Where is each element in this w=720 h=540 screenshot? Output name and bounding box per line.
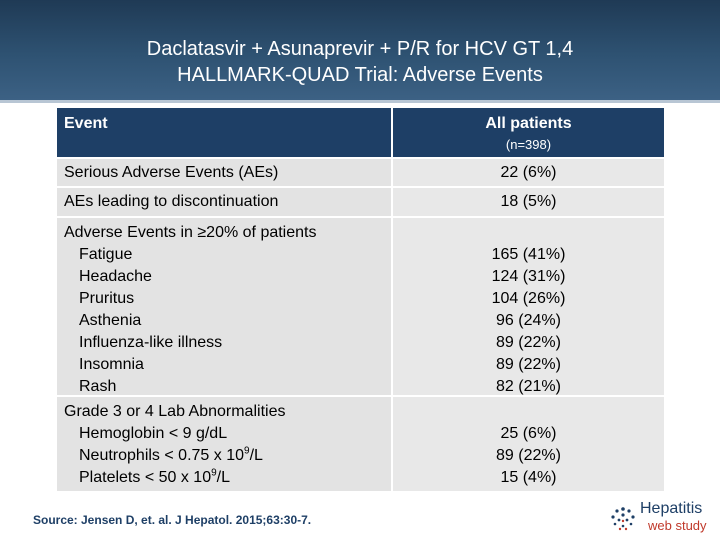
ae-item-event: Pruritus (79, 290, 135, 307)
ae-group-row: Adverse Events in ≥20% of patients Fatig… (57, 218, 664, 395)
row-value: 18 (5%) (393, 188, 664, 216)
row-event: AEs leading to discontinuation (57, 188, 391, 216)
lab-item-text: Neutrophils < 0.75 x 10 (79, 447, 244, 464)
lab-item-text: Platelets < 50 x 10 (79, 469, 212, 486)
ae-group-heading: Adverse Events in ≥20% of patients (64, 224, 317, 241)
header-all-patients: All patients (n=398) (393, 108, 664, 157)
hepatitis-web-study-logo: Hepatitis web study (610, 500, 715, 536)
ae-item-event: Fatigue (79, 246, 133, 263)
ae-item-event: Headache (79, 268, 152, 285)
ae-item-value: 96 (24%) (496, 312, 561, 329)
lab-item-event: Hemoglobin < 9 g/dL (64, 423, 384, 445)
ae-item-event: Insomnia (79, 356, 144, 373)
ae-item-event: Rash (79, 378, 117, 395)
ae-group-events: Adverse Events in ≥20% of patients Fatig… (57, 218, 391, 395)
lab-item-event: Platelets < 50 x 109/L (64, 467, 384, 489)
source-citation: Source: Jensen D, et. al. J Hepatol. 201… (33, 513, 312, 527)
title-line-1: Daclatasvir + Asunaprevir + P/R for HCV … (146, 38, 574, 60)
slide-title: Daclatasvir + Asunaprevir + P/R for HCV … (0, 36, 720, 88)
slide-header (0, 0, 720, 100)
ae-item-event: Influenza-like illness (79, 334, 223, 351)
lab-item-value: 25 (6%) (500, 425, 557, 442)
lab-group-values: 25 (6%) 89 (22%) 15 (4%) (393, 397, 664, 491)
ae-item-value: 124 (31%) (491, 268, 566, 285)
lab-group-events: Grade 3 or 4 Lab Abnormalities Hemoglobi… (57, 397, 391, 491)
header-event: Event (57, 108, 391, 157)
lab-item-text: Hemoglobin < 9 g/dL (79, 425, 228, 442)
logo-text-hepatitis: Hepatitis (640, 500, 703, 517)
header-n: (n=398) (505, 137, 552, 152)
lab-item-exponent: 9 (244, 445, 250, 457)
adverse-events-table: Event All patients (n=398) Serious Adver… (57, 108, 664, 493)
ae-item-value: 89 (22%) (496, 356, 561, 373)
header-all-patients-label: All patients (485, 115, 572, 132)
lab-group-row: Grade 3 or 4 Lab Abnormalities Hemoglobi… (57, 397, 664, 491)
lab-item-event: Neutrophils < 0.75 x 109/L (64, 445, 384, 467)
lab-item-unit: /L (249, 447, 263, 464)
ae-group-values: 165 (41%) 124 (31%) 104 (26%) 96 (24%) 8… (393, 218, 664, 395)
row-event: Serious Adverse Events (AEs) (57, 159, 391, 186)
table-header-row: Event All patients (n=398) (57, 108, 664, 157)
lab-item-value: 89 (22%) (496, 447, 561, 464)
lab-item-value: 15 (4%) (500, 469, 557, 486)
table-row: AEs leading to discontinuation 18 (5%) (57, 188, 664, 216)
row-value: 22 (6%) (393, 159, 664, 186)
ae-item-value: 104 (26%) (491, 290, 566, 307)
table-row: Serious Adverse Events (AEs) 22 (6%) (57, 159, 664, 186)
header-divider (0, 100, 720, 103)
ae-item-event: Asthenia (79, 312, 142, 329)
ae-item-value: 82 (21%) (496, 378, 561, 395)
lab-group-heading: Grade 3 or 4 Lab Abnormalities (64, 403, 286, 420)
lab-item-unit: /L (216, 469, 230, 486)
title-line-2: HALLMARK-QUAD Trial: Adverse Events (177, 64, 543, 86)
logo-text-web-study: web study (648, 518, 707, 533)
lab-item-exponent: 9 (211, 467, 217, 479)
ae-item-value: 89 (22%) (496, 334, 561, 351)
ae-item-value: 165 (41%) (491, 246, 566, 263)
logo-dots-icon (611, 507, 635, 531)
